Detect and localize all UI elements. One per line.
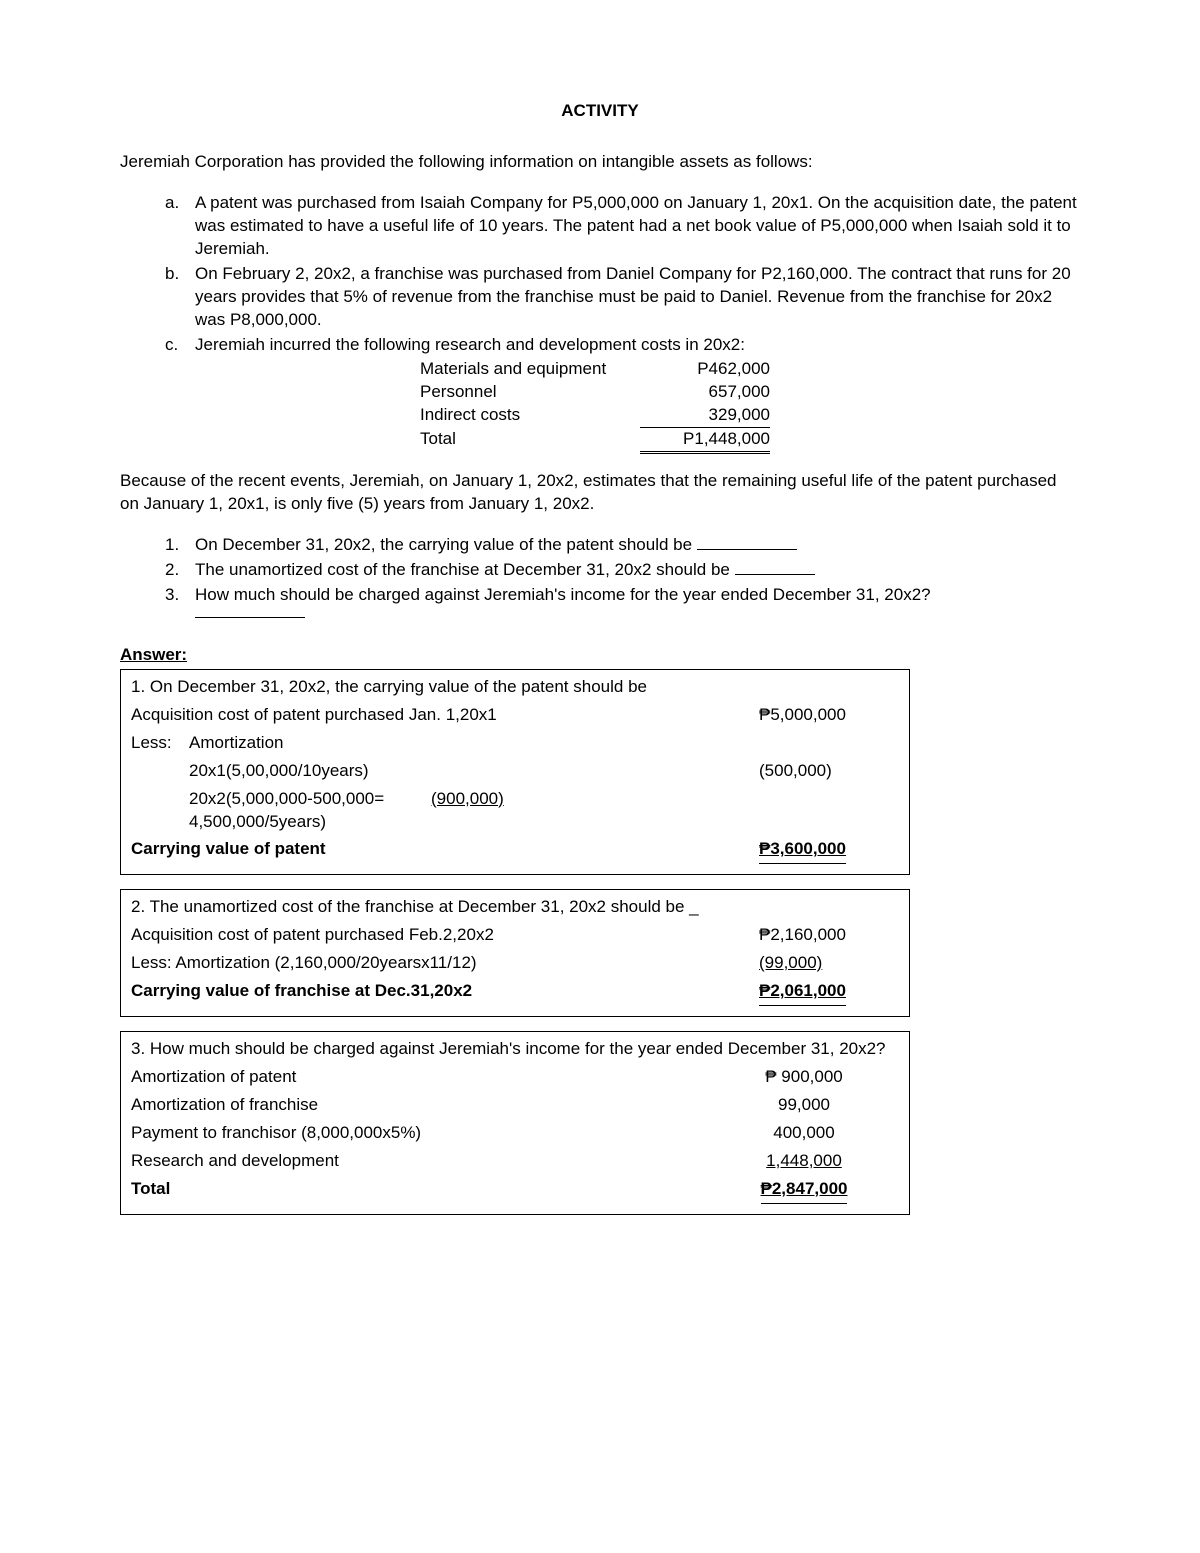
cost-value: P1,448,000 xyxy=(640,428,770,452)
question-marker: 2. xyxy=(165,559,195,582)
cost-value: 657,000 xyxy=(640,381,770,404)
list-content: A patent was purchased from Isaiah Compa… xyxy=(195,192,1080,261)
question-item: 3. How much should be charged against Je… xyxy=(165,584,1080,607)
cost-value: P462,000 xyxy=(640,358,770,381)
list-content: On February 2, 20x2, a franchise was pur… xyxy=(195,263,1080,332)
answer-row: Less: Amortization xyxy=(131,732,899,755)
list-marker: b. xyxy=(165,263,195,332)
answer-total-row: Carrying value of franchise at Dec.31,20… xyxy=(131,980,899,1003)
answer-question: 1. On December 31, 20x2, the carrying va… xyxy=(131,676,899,699)
question-content: How much should be charged against Jerem… xyxy=(195,584,1080,607)
info-list: a. A patent was purchased from Isaiah Co… xyxy=(120,192,1080,357)
page-title: ACTIVITY xyxy=(120,100,1080,123)
cost-label: Indirect costs xyxy=(420,404,640,428)
question-marker: 3. xyxy=(165,584,195,607)
blank-line xyxy=(735,574,815,575)
cost-row: Personnel 657,000 xyxy=(420,381,1080,404)
answer-row: Less: Amortization (2,160,000/20yearsx11… xyxy=(131,952,899,975)
question-marker: 1. xyxy=(165,534,195,557)
answer-box-3: 3. How much should be charged against Je… xyxy=(120,1031,910,1215)
answer-row: Payment to franchisor (8,000,000x5%) 400… xyxy=(131,1122,899,1145)
list-marker: a. xyxy=(165,192,195,261)
cost-row: Total P1,448,000 xyxy=(420,428,1080,452)
answer-row: Amortization of franchise 99,000 xyxy=(131,1094,899,1117)
note-text: Because of the recent events, Jeremiah, … xyxy=(120,470,1080,516)
answer-label: Answer: xyxy=(120,644,1080,667)
question-content: On December 31, 20x2, the carrying value… xyxy=(195,534,1080,557)
intro-text: Jeremiah Corporation has provided the fo… xyxy=(120,151,1080,174)
cost-label: Personnel xyxy=(420,381,640,404)
list-item: a. A patent was purchased from Isaiah Co… xyxy=(165,192,1080,261)
answer-question: 2. The unamortized cost of the franchise… xyxy=(131,896,899,919)
answer-box-1: 1. On December 31, 20x2, the carrying va… xyxy=(120,669,910,876)
list-marker: c. xyxy=(165,334,195,357)
blank-line xyxy=(697,549,797,550)
cost-row: Materials and equipment P462,000 xyxy=(420,358,1080,381)
cost-label: Total xyxy=(420,428,640,452)
answer-row: Acquisition cost of patent purchased Jan… xyxy=(131,704,899,727)
answer-question: 3. How much should be charged against Je… xyxy=(131,1038,899,1061)
cost-row: Indirect costs 329,000 xyxy=(420,404,1080,428)
answer-total-row: Carrying value of patent ₱3,600,000 xyxy=(131,838,899,861)
answer-row: 20x1(5,00,000/10years) (500,000) xyxy=(131,760,899,783)
question-item: 1. On December 31, 20x2, the carrying va… xyxy=(165,534,1080,557)
cost-value: 329,000 xyxy=(640,404,770,428)
question-item: 2. The unamortized cost of the franchise… xyxy=(165,559,1080,582)
blank-line xyxy=(195,617,305,618)
answer-row: Amortization of patent ₱ 900,000 xyxy=(131,1066,899,1089)
answer-row: Acquisition cost of patent purchased Feb… xyxy=(131,924,899,947)
answer-row: Research and development 1,448,000 xyxy=(131,1150,899,1173)
answer-total-row: Total ₱2,847,000 xyxy=(131,1178,899,1201)
answer-row: 20x2(5,000,000-500,000= 4,500,000/5years… xyxy=(131,788,899,834)
list-content: Jeremiah incurred the following research… xyxy=(195,334,1080,357)
question-content: The unamortized cost of the franchise at… xyxy=(195,559,1080,582)
cost-table: Materials and equipment P462,000 Personn… xyxy=(420,358,1080,452)
list-item: c. Jeremiah incurred the following resea… xyxy=(165,334,1080,357)
cost-label: Materials and equipment xyxy=(420,358,640,381)
answer-box-2: 2. The unamortized cost of the franchise… xyxy=(120,889,910,1017)
questions-list: 1. On December 31, 20x2, the carrying va… xyxy=(165,534,1080,607)
list-item: b. On February 2, 20x2, a franchise was … xyxy=(165,263,1080,332)
